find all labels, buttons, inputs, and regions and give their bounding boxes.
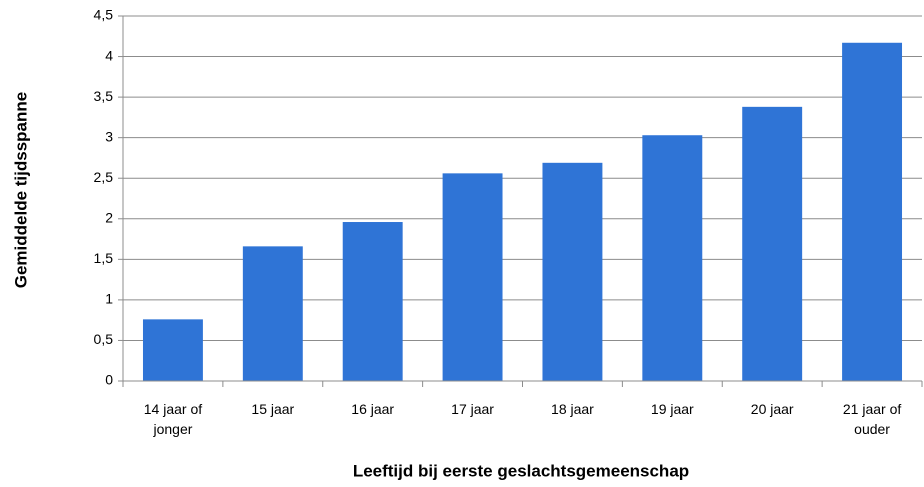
bar xyxy=(642,135,703,381)
y-tick-label: 0 xyxy=(105,372,113,388)
bar xyxy=(442,173,503,381)
bar xyxy=(242,246,303,381)
x-tick-label: 20 jaar xyxy=(750,401,794,417)
bar xyxy=(842,42,903,382)
bar xyxy=(742,106,803,381)
y-tick-label: 1 xyxy=(105,291,113,307)
y-tick-label: 1,5 xyxy=(94,250,114,266)
x-tick-label: 18 jaar xyxy=(551,401,594,417)
x-tick-label: 19 jaar xyxy=(650,401,694,417)
y-tick-label: 3,5 xyxy=(94,88,114,104)
y-tick-label: 3 xyxy=(105,128,113,144)
y-tick-label: 2,5 xyxy=(94,169,114,185)
x-tick-label: 21 jaar of ouder xyxy=(842,401,902,437)
x-axis-title: Leeftijd bij eerste geslachtsgemeenschap xyxy=(353,461,689,480)
bar xyxy=(342,222,403,381)
y-tick-label: 4,5 xyxy=(94,7,114,23)
bar xyxy=(142,319,203,381)
x-tick-label: 14 jaar of jonger xyxy=(143,401,203,437)
x-tick-label: 15 jaar xyxy=(251,401,295,417)
y-tick-label: 0,5 xyxy=(94,331,114,347)
y-axis-title: Gemiddelde tijdsspanne xyxy=(11,92,30,289)
bar xyxy=(542,162,603,381)
x-tick-label: 16 jaar xyxy=(351,401,395,417)
y-tick-label: 2 xyxy=(105,209,113,225)
y-tick-label: 4 xyxy=(105,47,113,63)
x-tick-label: 17 jaar xyxy=(451,401,494,417)
